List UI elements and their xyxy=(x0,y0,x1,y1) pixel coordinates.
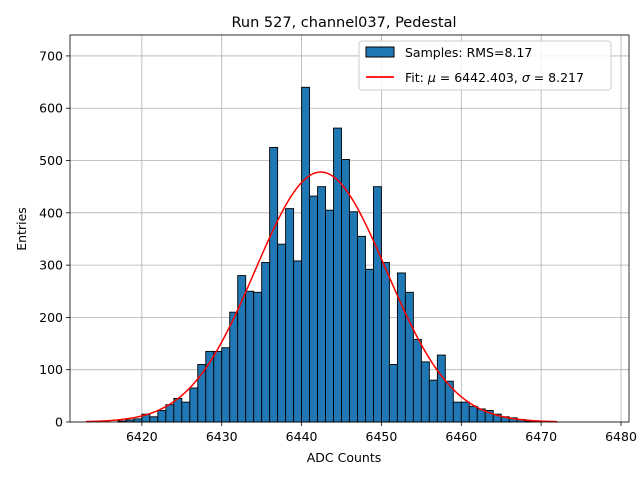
histogram-bar xyxy=(221,347,231,423)
histogram-bar xyxy=(317,186,326,423)
histogram-bar xyxy=(373,186,382,423)
histogram-bar xyxy=(452,401,462,423)
x-tick-label: 6440 xyxy=(286,429,318,444)
legend-samples-patch xyxy=(365,46,395,58)
histogram-bar xyxy=(165,404,175,423)
x-tick-label: 6470 xyxy=(525,429,557,444)
histogram-bar xyxy=(173,398,183,423)
y-tick-label: 400 xyxy=(39,205,63,220)
plot-area xyxy=(69,34,630,423)
histogram-bar xyxy=(285,208,295,423)
histogram-bar xyxy=(333,127,342,423)
histogram-bar xyxy=(396,272,406,423)
x-tick-label: 6480 xyxy=(605,429,637,444)
x-tick-label: 6450 xyxy=(366,429,398,444)
y-tick-label: 600 xyxy=(39,101,63,116)
histogram-bar xyxy=(365,268,374,423)
histogram-bar xyxy=(157,410,167,423)
histogram-bar xyxy=(404,291,414,423)
y-tick-label: 300 xyxy=(39,258,63,273)
histogram-bar xyxy=(253,291,263,423)
histogram-bar xyxy=(229,311,239,423)
x-tick-label: 6420 xyxy=(126,429,158,444)
histogram-bar xyxy=(149,416,159,423)
histogram-bar xyxy=(412,338,422,423)
x-tick-label: 6460 xyxy=(445,429,477,444)
histogram-bar xyxy=(388,364,398,423)
histogram-bar xyxy=(468,405,478,423)
legend-fit-label: Fit: μ = 6442.403, σ = 8.217 xyxy=(405,70,584,85)
y-tick-label: 100 xyxy=(39,362,63,377)
legend-box xyxy=(358,40,612,91)
fit-curve xyxy=(85,171,558,423)
legend: Samples: RMS=8.17 Fit: μ = 6442.403, σ =… xyxy=(358,40,612,91)
histogram-bar xyxy=(213,350,223,423)
histogram-bar xyxy=(460,401,470,423)
histogram-bar xyxy=(325,209,334,423)
chart-title: Run 527, channel037, Pedestal xyxy=(231,15,456,31)
legend-samples-label: Samples: RMS=8.17 xyxy=(405,45,532,60)
histogram-bar xyxy=(420,361,430,423)
y-tick-label: 0 xyxy=(55,415,63,430)
histogram-bar xyxy=(181,401,191,423)
histogram-bar xyxy=(357,235,366,423)
histogram-bar xyxy=(428,379,438,423)
histogram-bar xyxy=(309,195,319,423)
histogram-bar xyxy=(349,211,358,423)
y-tick-label: 500 xyxy=(39,153,63,168)
axes-frame xyxy=(69,34,630,423)
x-axis-ticks: 6420 6430 6440 6450 6460 6470 6480 xyxy=(126,422,637,444)
y-tick-label: 200 xyxy=(39,310,63,325)
histogram-bar xyxy=(341,159,350,423)
y-axis-ticks: 0 100 200 300 400 500 600 700 xyxy=(39,48,70,430)
histogram-bar xyxy=(301,86,311,423)
histogram-bar xyxy=(237,275,247,423)
histogram-bars xyxy=(117,86,542,423)
histogram-bar xyxy=(293,260,303,423)
histogram-bar xyxy=(380,262,390,423)
x-axis-label: ADC Counts xyxy=(307,450,382,465)
histogram-bar xyxy=(133,418,143,423)
y-axis-label: Entries xyxy=(14,207,29,251)
histogram-bar xyxy=(245,290,255,423)
x-tick-label: 6430 xyxy=(206,429,238,444)
histogram-bar xyxy=(261,262,271,423)
histogram-bar xyxy=(277,243,287,423)
histogram-bar xyxy=(436,354,446,423)
histogram-bar xyxy=(269,146,279,423)
histogram-bar xyxy=(189,387,199,423)
y-tick-label: 700 xyxy=(39,48,63,63)
